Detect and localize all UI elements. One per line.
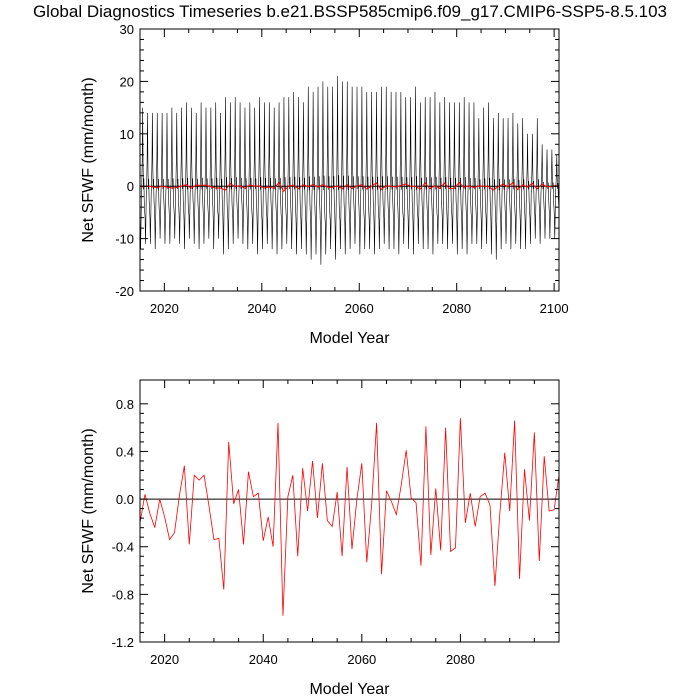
y-tick-label: 0.0 xyxy=(116,492,134,507)
y-tick-label: 0.8 xyxy=(116,397,134,412)
x-tick-label: 2020 xyxy=(150,652,179,667)
y-tick-label: -0.4 xyxy=(112,540,134,555)
panel-top-plot-area xyxy=(139,76,560,265)
panel-bottom-ticks: 2020 2040 2060 2080 -1.2 -0.8 -0.4 0.0 0.4 0.8 xyxy=(112,380,559,667)
x-tick-label: 2040 xyxy=(247,301,276,316)
panel-bottom: 2020 2040 2060 2080 -1.2 -0.8 -0.4 0.0 0.4 0.8 Mo… xyxy=(80,379,560,698)
x-tick-label: 2080 xyxy=(442,301,471,316)
annual-series-line xyxy=(142,181,557,193)
panel-bottom-x-axis-label: Model Year xyxy=(309,681,390,698)
y-tick-label: 20 xyxy=(120,74,134,89)
chart-title: Global Diagnostics Timeseries b.e21.BSSP… xyxy=(32,2,668,21)
y-tick-label: 10 xyxy=(120,127,134,142)
y-tick-label: -1.2 xyxy=(112,635,134,650)
panel-bottom-frame xyxy=(139,379,560,643)
x-tick-label: 2020 xyxy=(150,301,179,316)
x-tick-label: 2060 xyxy=(345,301,374,316)
y-tick-label: -0.8 xyxy=(112,587,134,602)
annual-series-line xyxy=(139,418,560,616)
x-tick-label: 2080 xyxy=(446,652,475,667)
monthly-series-line xyxy=(139,76,560,265)
x-tick-label: 2100 xyxy=(540,301,569,316)
x-tick-label: 2040 xyxy=(249,652,278,667)
y-tick-label: -20 xyxy=(115,284,134,299)
panel-bottom-plot-area xyxy=(139,418,560,616)
y-tick-label: -10 xyxy=(115,232,134,247)
y-tick-label: 0 xyxy=(127,179,134,194)
panel-top-ticks: 2020 2040 2060 2080 2100 -20 -10 0 10 20 30 xyxy=(115,22,568,316)
x-tick-label: 2060 xyxy=(347,652,376,667)
panel-top: 2020 2040 2060 2080 2100 -20 -10 0 10 20 30 Model … xyxy=(80,22,569,347)
panel-top-y-axis-label: Net SFWF (mm/month) xyxy=(80,77,97,242)
y-tick-label: 30 xyxy=(120,22,134,37)
panel-bottom-y-axis-label: Net SFWF (mm/month) xyxy=(80,428,97,593)
panel-top-x-axis-label: Model Year xyxy=(309,330,390,347)
y-tick-label: 0.4 xyxy=(116,444,134,459)
panel-top-frame xyxy=(139,28,560,292)
